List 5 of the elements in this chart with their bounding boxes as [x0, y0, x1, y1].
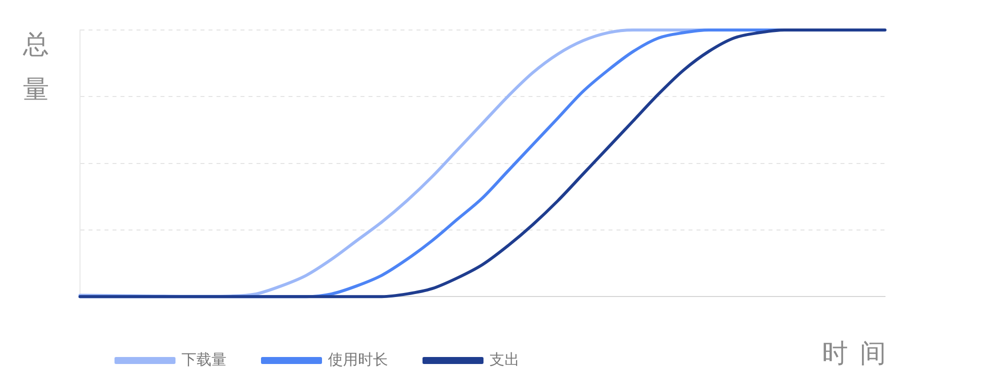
legend-label: 下载量 [182, 350, 226, 368]
y-axis-title: 总量 [22, 30, 49, 105]
legend-label: 支出 [490, 350, 520, 368]
legend-label: 使用时长 [328, 350, 388, 368]
x-axis-title: 时间 [822, 338, 886, 369]
